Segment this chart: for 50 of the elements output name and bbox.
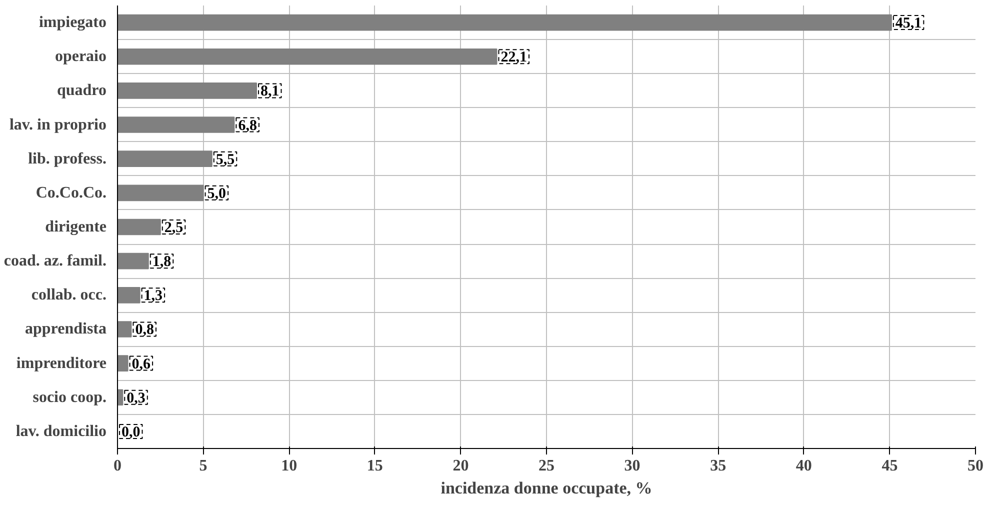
x-tick-label: 50: [968, 458, 984, 474]
data-label: 5,5: [216, 152, 235, 168]
y-tick-label: socio coop.: [32, 388, 107, 406]
y-tick-label: dirigente: [45, 218, 107, 236]
y-tick-label: lib. profess.: [28, 150, 107, 168]
x-tick-label: 0: [114, 458, 122, 474]
bar: [118, 14, 892, 31]
bar: [118, 82, 257, 99]
y-tick-label: apprendista: [24, 320, 107, 338]
bar: [118, 150, 212, 168]
bar: [118, 321, 132, 338]
y-tick-label: imprenditore: [16, 354, 107, 372]
data-label: 0,0: [122, 424, 140, 440]
x-tick-label: 10: [281, 458, 298, 474]
data-label: 0,6: [132, 356, 152, 372]
bar: [118, 252, 149, 270]
y-tick-label: Co.Co.Co.: [36, 184, 107, 202]
x-tick-label: 25: [538, 458, 554, 474]
bar: [118, 184, 204, 202]
y-tick-label: coad. az. famil.: [4, 252, 107, 270]
bar: [118, 218, 161, 236]
x-tick-label: 30: [624, 458, 640, 474]
x-tick-label: 45: [882, 458, 898, 474]
bar: [118, 355, 128, 372]
data-label: 45,1: [895, 16, 922, 32]
x-tick-label: 15: [366, 458, 383, 474]
y-tick-label: collab. occ.: [31, 286, 106, 304]
bar: [118, 116, 235, 133]
data-label: 5,0: [207, 186, 226, 202]
data-label: 0,8: [135, 322, 154, 338]
y-tick-label: lav. in proprio: [9, 116, 106, 134]
data-label: 0,3: [126, 390, 146, 406]
bar: [118, 48, 498, 65]
x-tick-label: 35: [710, 458, 726, 474]
y-tick-label: quadro: [56, 82, 107, 100]
data-label: 2,5: [164, 220, 184, 236]
y-tick-label: impiegato: [38, 14, 106, 32]
x-tick-label: 20: [452, 458, 469, 474]
data-label: 22,1: [500, 50, 527, 66]
data-label: 6,8: [238, 118, 257, 134]
y-tick-label: operaio: [54, 48, 106, 66]
bar: [118, 286, 140, 304]
data-label: 1,3: [144, 288, 163, 304]
data-label: 8,1: [260, 84, 280, 100]
x-axis-title: incidenza donne occupate, %: [440, 478, 652, 498]
x-tick-label: 5: [199, 458, 208, 474]
y-tick-label: lav. domicilio: [16, 422, 106, 440]
x-tick-label: 40: [796, 458, 812, 474]
bar: [118, 389, 124, 406]
data-label: 1,8: [152, 254, 172, 270]
